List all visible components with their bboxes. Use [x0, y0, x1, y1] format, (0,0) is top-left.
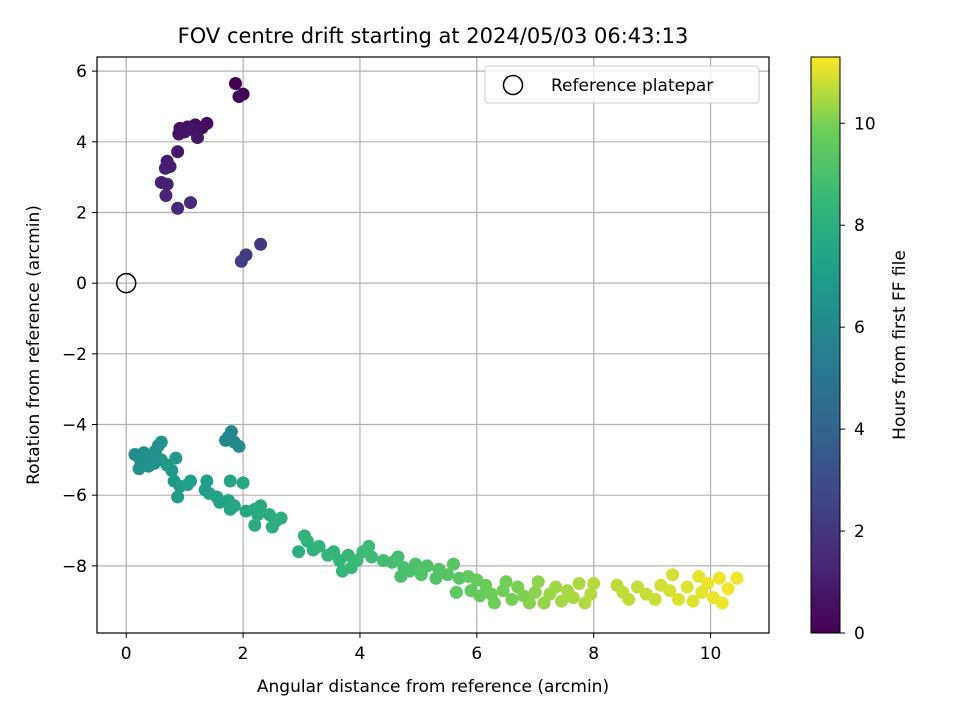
- data-point: [584, 587, 598, 601]
- data-point: [228, 77, 242, 91]
- data-point: [712, 571, 726, 585]
- x-tick-label: 8: [588, 644, 599, 664]
- data-point: [721, 582, 735, 596]
- data-point: [234, 254, 248, 268]
- y-tick-label: 6: [76, 62, 87, 82]
- data-point: [686, 594, 700, 608]
- data-point: [701, 577, 715, 591]
- data-point: [730, 571, 744, 585]
- colorbar-ticks: 0 2 4 6 8 10: [840, 114, 876, 644]
- data-point: [160, 177, 174, 191]
- data-point: [528, 585, 542, 599]
- colorbar-tick-label: 2: [854, 522, 865, 542]
- y-tick-label: 0: [76, 274, 87, 294]
- colorbar: [810, 56, 841, 634]
- y-tick-label: 2: [76, 203, 87, 223]
- legend-entry-label: Reference platepar: [551, 76, 713, 96]
- data-point: [274, 511, 288, 525]
- x-tick-label: 2: [238, 644, 249, 664]
- chart-title: FOV centre drift starting at 2024/05/03 …: [178, 24, 689, 48]
- x-tick-label: 4: [355, 644, 366, 664]
- colorbar-label: Hours from first FF file: [890, 250, 910, 440]
- data-point: [232, 439, 246, 453]
- data-point: [531, 575, 545, 589]
- x-tick-label: 10: [700, 644, 722, 664]
- data-point: [449, 585, 463, 599]
- data-point: [292, 545, 306, 559]
- y-axis-ticks: −8 −6 −4 −2 0 2 4 6: [62, 62, 97, 577]
- data-point: [522, 596, 536, 610]
- y-tick-label: −8: [62, 557, 87, 577]
- data-point: [680, 580, 694, 594]
- plot-frame: [96, 56, 770, 634]
- data-point: [473, 589, 487, 603]
- colorbar-tick-label: 0: [854, 624, 865, 644]
- data-point: [391, 550, 405, 564]
- y-tick-label: −6: [62, 486, 87, 506]
- data-point: [165, 463, 179, 477]
- data-point: [715, 596, 729, 610]
- data-point: [254, 499, 268, 513]
- data-point: [692, 569, 706, 583]
- data-point: [171, 201, 185, 215]
- data-point: [171, 145, 185, 159]
- y-axis-label: Rotation from reference (arcmin): [24, 205, 44, 485]
- data-point: [254, 237, 268, 251]
- data-point: [663, 584, 677, 598]
- data-point: [227, 499, 241, 513]
- colorbar-tick-label: 6: [854, 318, 865, 338]
- data-point: [312, 539, 326, 553]
- data-point: [631, 580, 645, 594]
- data-point: [169, 451, 183, 465]
- data-point: [223, 474, 237, 488]
- data-point: [572, 577, 586, 591]
- data-points: [128, 77, 744, 610]
- data-point: [265, 520, 279, 534]
- data-point: [232, 90, 246, 104]
- data-point: [441, 568, 455, 582]
- data-point: [446, 557, 460, 571]
- x-tick-label: 0: [121, 644, 132, 664]
- data-point: [420, 559, 434, 573]
- y-tick-label: −4: [62, 416, 87, 436]
- data-point: [566, 591, 580, 605]
- data-point: [297, 529, 311, 543]
- x-tick-label: 6: [471, 644, 482, 664]
- legend: Reference platepar: [484, 65, 760, 104]
- x-axis-ticks: 0 2 4 6 8 10: [121, 633, 722, 664]
- data-point: [181, 478, 195, 492]
- data-point: [159, 189, 173, 203]
- colorbar-tick-label: 4: [854, 420, 865, 440]
- data-point: [622, 592, 636, 606]
- data-point: [666, 568, 680, 582]
- data-point: [555, 594, 569, 608]
- legend-marker: [502, 74, 524, 96]
- data-point: [191, 131, 205, 145]
- data-point: [248, 518, 262, 532]
- y-tick-label: 4: [76, 133, 87, 153]
- colorbar-tick-label: 10: [854, 114, 876, 134]
- data-point: [171, 490, 185, 504]
- data-point: [236, 476, 250, 490]
- data-point: [408, 557, 422, 571]
- data-point: [487, 596, 501, 610]
- legend-box: [484, 65, 760, 104]
- x-axis-label: Angular distance from reference (arcmin): [257, 677, 609, 697]
- data-point: [158, 161, 172, 175]
- data-point: [183, 196, 197, 210]
- data-point: [549, 580, 563, 594]
- reference-platepar-marker: [115, 272, 137, 294]
- data-point: [648, 592, 662, 606]
- data-point: [505, 592, 519, 606]
- data-point: [587, 577, 601, 591]
- colorbar-tick-label: 8: [854, 216, 865, 236]
- data-point: [499, 575, 513, 589]
- data-point: [671, 592, 685, 606]
- data-point: [365, 550, 379, 564]
- data-point: [362, 539, 376, 553]
- y-tick-label: −2: [62, 345, 87, 365]
